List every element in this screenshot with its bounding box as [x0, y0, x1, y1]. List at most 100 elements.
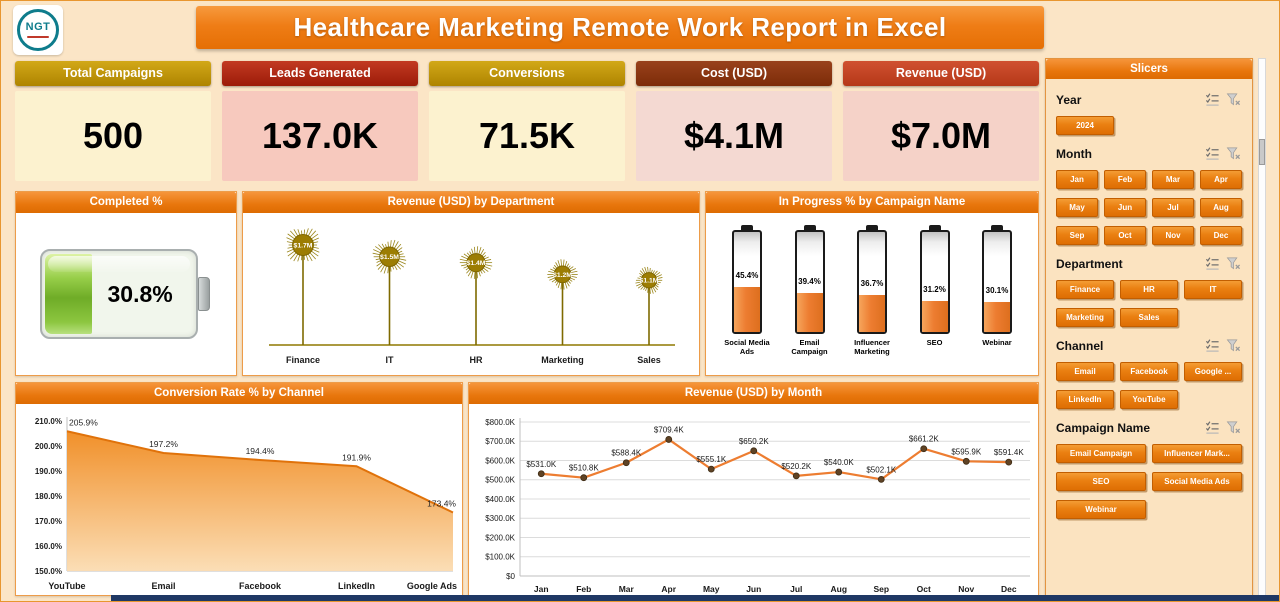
battery-fill — [796, 292, 823, 332]
multi-select-icon[interactable] — [1204, 91, 1221, 108]
in-progress-battery-chart: 45.4% Social Media Ads 39.4% Email Campaign… — [706, 213, 1038, 357]
multi-select-icon[interactable] — [1204, 255, 1221, 272]
vertical-scrollbar[interactable] — [1258, 58, 1266, 596]
svg-text:$300.0K: $300.0K — [485, 514, 515, 523]
conversion-rate-area-chart: 150.0% 160.0% 170.0% 180.0% 190.0% 200.0% 210.… — [16, 404, 462, 595]
svg-text:$700.0K: $700.0K — [485, 437, 515, 446]
slicer-button-linkedin[interactable]: LinkedIn — [1056, 390, 1114, 409]
slicer-button-marketing[interactable]: Marketing — [1056, 308, 1114, 327]
svg-text:173.4%: 173.4% — [427, 499, 456, 509]
slicer-button-seo[interactable]: SEO — [1056, 472, 1146, 491]
slicer-button-google-[interactable]: Google ... — [1184, 362, 1242, 381]
kpi-title: Leads Generated — [222, 61, 418, 86]
slicer-button-email-campaign[interactable]: Email Campaign — [1056, 444, 1146, 463]
slicer-button-sales[interactable]: Sales — [1120, 308, 1178, 327]
svg-text:Apr: Apr — [661, 584, 676, 594]
slicer-button-hr[interactable]: HR — [1120, 280, 1178, 299]
slicer-button-may[interactable]: May — [1056, 198, 1098, 217]
kpi-card-cost: Cost (USD) $4.1M — [636, 61, 832, 181]
svg-text:LinkedIn: LinkedIn — [338, 581, 375, 591]
slicer-button-nov[interactable]: Nov — [1152, 226, 1194, 245]
battery-category-label: Influencer Marketing — [854, 338, 890, 357]
slicer-button-aug[interactable]: Aug — [1200, 198, 1242, 217]
svg-text:Finance: Finance — [286, 355, 320, 365]
multi-select-icon[interactable] — [1204, 337, 1221, 354]
slicer-button-2024[interactable]: 2024 — [1056, 116, 1114, 135]
slicer-button-jul[interactable]: Jul — [1152, 198, 1194, 217]
kpi-value: $4.1M — [683, 115, 785, 156]
svg-text:$709.4K: $709.4K — [654, 425, 684, 434]
scrollbar-thumb[interactable] — [1259, 139, 1265, 165]
svg-text:$531.0K: $531.0K — [526, 460, 556, 469]
slicer-button-influencer-mark-[interactable]: Influencer Mark... — [1152, 444, 1242, 463]
battery-body: 36.7% — [857, 230, 887, 334]
slicer-button-feb[interactable]: Feb — [1104, 170, 1146, 189]
svg-text:Jun: Jun — [746, 584, 761, 594]
multi-select-icon[interactable] — [1204, 419, 1221, 436]
area-chart-svg: 150.0% 160.0% 170.0% 180.0% 190.0% 200.0% 210.… — [35, 417, 457, 591]
slicer-section-title: Month — [1056, 146, 1092, 161]
panel-title: Conversion Rate % by Channel — [16, 383, 462, 404]
battery-cap — [991, 225, 1003, 230]
svg-text:Google Ads: Google Ads — [407, 581, 457, 591]
svg-text:197.2%: 197.2% — [149, 439, 178, 449]
panel-title: Completed % — [16, 192, 236, 213]
svg-text:Mar: Mar — [619, 584, 635, 594]
panel-title: Revenue (USD) by Department — [243, 192, 699, 213]
slicer-button-jun[interactable]: Jun — [1104, 198, 1146, 217]
svg-text:Email: Email — [151, 581, 175, 591]
slicer-section-campaign-name: Campaign Name Email Campaign Influencer Ma… — [1056, 419, 1242, 519]
slicer-button-facebook[interactable]: Facebook — [1120, 362, 1178, 381]
battery-value-label: 30.1% — [985, 285, 1009, 295]
svg-text:Jul: Jul — [790, 584, 802, 594]
svg-text:Marketing: Marketing — [541, 355, 584, 365]
clear-filter-icon[interactable] — [1225, 255, 1242, 272]
multi-select-icon[interactable] — [1204, 145, 1221, 162]
clear-filter-icon[interactable] — [1225, 419, 1242, 436]
slicer-button-oct[interactable]: Oct — [1104, 226, 1146, 245]
slicer-button-youtube[interactable]: YouTube — [1120, 390, 1178, 409]
slicer-button-apr[interactable]: Apr — [1200, 170, 1242, 189]
slicer-button-finance[interactable]: Finance — [1056, 280, 1114, 299]
panel-revenue-by-month: Revenue (USD) by Month $0 $100.0K $200.0K $… — [468, 382, 1039, 596]
slicer-button-dec[interactable]: Dec — [1200, 226, 1242, 245]
battery-fill — [859, 295, 885, 332]
slicer-button-social-media-ads[interactable]: Social Media Ads — [1152, 472, 1242, 491]
slicer-button-it[interactable]: IT — [1184, 280, 1242, 299]
svg-text:$400.0K: $400.0K — [485, 495, 515, 504]
svg-text:Facebook: Facebook — [239, 581, 282, 591]
slicer-button-mar[interactable]: Mar — [1152, 170, 1194, 189]
slicer-button-webinar[interactable]: Webinar — [1056, 500, 1146, 519]
svg-text:$1.2M: $1.2M — [553, 272, 572, 279]
svg-text:$800.0K: $800.0K — [485, 418, 515, 427]
kpi-value: 71.5K — [478, 115, 576, 156]
battery-body: 39.4% — [794, 230, 825, 334]
slicer-section-month: Month Jan Feb Mar Apr May Jun Jul Aug Sep Oct Nov De… — [1056, 145, 1242, 245]
slicers-panel: Slicers Year 2024 Month Jan Feb Mar Apr May Jun J… — [1045, 58, 1253, 596]
battery-category-label: Social Media Ads — [724, 338, 770, 357]
line-chart-svg: $0 $100.0K $200.0K $300.0K $400.0K $500.0K $60… — [485, 418, 1030, 594]
battery-column: 45.4% Social Media Ads — [718, 225, 776, 357]
clear-filter-icon[interactable] — [1225, 337, 1242, 354]
svg-text:Oct: Oct — [917, 584, 931, 594]
clear-filter-icon[interactable] — [1225, 91, 1242, 108]
slicer-button-sep[interactable]: Sep — [1056, 226, 1098, 245]
svg-text:Dec: Dec — [1001, 584, 1017, 594]
battery-category-label: Email Campaign — [791, 338, 828, 357]
slicer-section-title: Department — [1056, 256, 1123, 271]
battery-category-label: SEO — [926, 338, 943, 347]
slicer-section-department: Department Finance HR IT Marketing Sales — [1056, 255, 1242, 327]
svg-text:$595.9K: $595.9K — [951, 447, 981, 456]
slicer-section-channel: Channel Email Facebook Google ... LinkedIn Yo… — [1056, 337, 1242, 409]
svg-text:YouTube: YouTube — [48, 581, 85, 591]
clear-filter-icon[interactable] — [1225, 145, 1242, 162]
battery-fill — [984, 301, 1010, 332]
svg-text:194.4%: 194.4% — [246, 446, 275, 456]
logo-accent-line — [27, 36, 49, 38]
battery-category-label: Webinar — [982, 338, 1012, 347]
slicer-button-jan[interactable]: Jan — [1056, 170, 1098, 189]
kpi-card-revenue: Revenue (USD) $7.0M — [843, 61, 1039, 181]
slicer-button-email[interactable]: Email — [1056, 362, 1114, 381]
battery-cap — [803, 225, 816, 230]
panel-completed-pct: Completed % 30.8% — [15, 191, 237, 376]
